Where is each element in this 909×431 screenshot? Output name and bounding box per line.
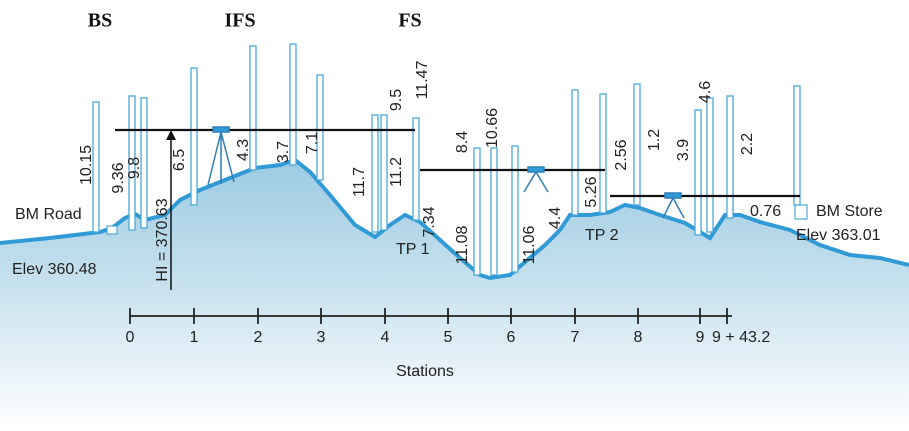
rod [694,109,702,236]
rod-reading: 3.7 [275,141,292,163]
header: IFS [224,10,255,32]
station-label: 5 [444,329,453,346]
level-instrument [207,126,685,219]
station-label: 3 [317,329,326,346]
rod-reading: 0.76 [750,203,781,220]
rod [793,85,801,206]
rod-reading: 2.56 [613,139,630,170]
rod [316,74,324,181]
station-label: 9 [696,329,705,346]
rod-reading: 11.47 [414,60,431,99]
ground-line [0,157,909,281]
label: BM Road [15,206,82,223]
rod [473,147,481,276]
station-label: 2 [254,329,263,346]
rod-reading: 8.4 [454,131,471,153]
rod-reading: 11.7 [351,167,368,197]
station-label: 8 [634,329,643,346]
rod-reading: 5.26 [583,176,600,207]
label: HI = 370.63 [154,198,171,281]
rod-reading: 7.1 [304,132,321,154]
arrow-head [166,130,176,140]
rod [249,45,257,171]
rod [380,114,388,231]
label: TP 1 [396,241,430,258]
rod-reading: 10.15 [78,145,95,185]
header: FS [398,10,421,32]
rod [726,95,734,219]
rod [190,67,198,206]
rod-reading: 7.34 [421,206,438,237]
header: BS [88,10,112,32]
rod-reading: 11.2 [388,157,405,187]
rod-reading: 4.6 [697,81,714,103]
station-label: 7 [571,329,580,346]
ground [0,160,909,431]
station-label: 4 [381,329,390,346]
rod [599,93,607,214]
rod [511,145,519,273]
rod [706,97,714,233]
rod [412,117,420,221]
rod-reading: 3.9 [675,139,692,161]
rod [92,101,100,233]
rod-reading: 6.5 [171,149,188,171]
rod-reading: 9.36 [110,162,127,193]
rod-reading: 10.66 [484,108,501,148]
benchmark [794,204,808,220]
rod [289,43,297,166]
rod-reading: 2.2 [739,133,756,155]
rods [92,43,801,276]
station-label: 0 [126,329,135,346]
rod [490,147,498,276]
label: BM Store [816,203,883,220]
rod-reading: 4.3 [235,139,252,161]
rod-reading: 11.08 [454,225,471,264]
axis-title: Stations [396,363,454,380]
rod-reading: 1.2 [646,129,663,151]
rod [571,89,579,216]
rod-reading: 11.06 [521,225,538,264]
rod-reading: 9.8 [126,157,143,179]
rod [633,83,641,206]
rod [128,95,136,231]
rod-reading: 4.4 [547,207,564,229]
rod [371,114,379,233]
label: TP 2 [585,227,619,244]
label: Elev 363.01 [796,227,881,244]
rod-reading: 9.5 [388,89,405,111]
station-label: 1 [190,329,199,346]
label: Elev 360.48 [12,261,97,278]
rod [140,97,148,229]
station-label: 9 + 43.2 [712,329,770,346]
readings: 10.15 9.369.8 6.5 4.3 3.7 7.1 11.7 11.2 9.5 11.47… [78,60,781,264]
benchmark [106,225,118,235]
station-label: 6 [507,329,516,346]
